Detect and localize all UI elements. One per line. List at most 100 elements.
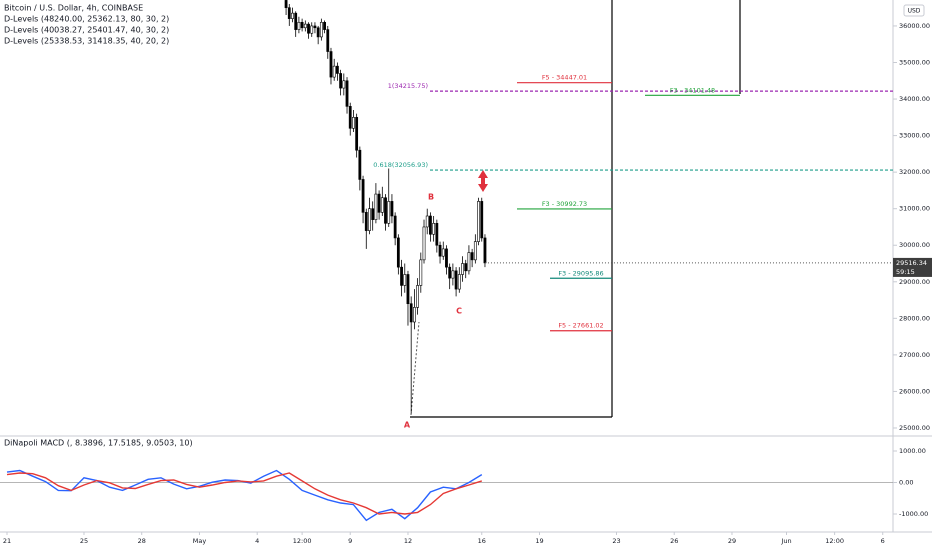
x-tick-label: 19 (535, 537, 543, 545)
candle-body (303, 23, 307, 29)
x-tick-label: 21 (3, 537, 11, 545)
x-tick-label: May (193, 537, 207, 545)
candle-body (284, 0, 288, 8)
x-tick-label: Jun (780, 537, 791, 545)
candle-body (483, 237, 487, 264)
indicator-label: D-Levels (25338.53, 31418.35, 40, 20, 2) (4, 37, 169, 46)
candle-body (400, 266, 403, 286)
candle-body (454, 270, 458, 290)
candle-body (451, 270, 455, 279)
level-label: F5 - 34447.01 (542, 74, 587, 82)
x-tick-label: 12:00 (293, 537, 312, 545)
swing-line (410, 321, 420, 416)
y-tick-label: 25000.00 (899, 424, 930, 432)
candle-body (377, 193, 381, 213)
macd-y-tick-label: 1000.00 (899, 447, 926, 455)
y-tick-label: 36000.00 (899, 22, 930, 30)
candle-body (432, 223, 436, 235)
candle-body (339, 73, 343, 89)
candle-body (342, 80, 346, 89)
candle-body (438, 244, 442, 257)
level-label: F5 - 27661.02 (558, 322, 603, 330)
y-tick-label: 28000.00 (899, 314, 930, 322)
x-tick-label: 26 (670, 537, 678, 545)
swing-label: C (456, 307, 462, 316)
candle-body (294, 12, 298, 30)
last-price-box (893, 257, 932, 277)
candle-body (461, 263, 464, 275)
x-tick-label: 12:00 (825, 537, 844, 545)
candle-body (300, 21, 304, 29)
candle-body (412, 307, 416, 323)
candle-body (425, 215, 429, 228)
candle-body (291, 12, 294, 19)
x-tick-label: 6 (881, 537, 885, 545)
candle-body (409, 303, 413, 323)
candle-body (323, 21, 326, 30)
x-tick-label: 12 (404, 537, 412, 545)
candle-body (419, 259, 423, 286)
candle-body (352, 117, 355, 129)
candle-body (336, 65, 339, 74)
x-tick-label: 29 (728, 537, 736, 545)
candle-body (422, 226, 426, 261)
chart-title: Bitcoin / U.S. Dollar, 4h, COINBASE (4, 4, 143, 13)
x-tick-label: 25 (80, 537, 88, 545)
currency-box (903, 4, 925, 17)
candle-body (406, 274, 410, 305)
candle-body (371, 208, 375, 220)
countdown: 59:15 (896, 268, 915, 276)
candle-body (307, 23, 310, 34)
candle-body (355, 117, 359, 151)
y-tick-label: 26000.00 (899, 387, 930, 395)
y-tick-label: 27000.00 (899, 351, 930, 359)
indicator-label: D-Levels (40038.27, 25401.47, 40, 30, 2) (4, 26, 169, 35)
candle-body (332, 65, 336, 78)
candle-body (435, 223, 439, 246)
candle-body (470, 252, 474, 261)
macd-y-tick-label: -1000.00 (899, 510, 928, 518)
candle-body (403, 274, 407, 286)
candle-body (464, 263, 468, 272)
candle-body (380, 197, 384, 213)
candle-body (445, 248, 448, 268)
candle-body (345, 80, 349, 107)
candle-body (393, 215, 397, 239)
candle-body (287, 7, 291, 19)
level-label: 1(34215.75) (388, 82, 428, 90)
y-tick-label: 30000.00 (899, 241, 930, 249)
candle-body (467, 252, 471, 272)
indicator-label: D-Levels (48240.00, 25362.13, 80, 30, 2) (4, 15, 169, 24)
candle-body (358, 149, 362, 180)
swing-label: A (404, 421, 411, 430)
y-tick-label: 34000.00 (899, 95, 930, 103)
candle-body (416, 285, 419, 308)
y-tick-label: 33000.00 (899, 132, 930, 140)
candle-body (390, 201, 394, 217)
swing-label: B (428, 193, 434, 202)
candle-body (316, 27, 320, 38)
candle-body (361, 179, 365, 213)
currency: USD (908, 8, 921, 15)
candle-body (448, 266, 452, 279)
candle-body (310, 25, 314, 34)
level-label: F3 - 29095.86 (558, 269, 603, 277)
y-tick-label: 32000.00 (899, 168, 930, 176)
candle-body (441, 248, 445, 257)
macd-y-tick-label: 0.00 (899, 478, 913, 486)
macd-title: DiNapoli MACD (, 8.3896, 17.5185, 9.0503… (4, 439, 193, 448)
macd-line (6, 472, 483, 515)
candle-body (429, 215, 432, 235)
candle-body (396, 237, 400, 268)
candle-body (480, 201, 484, 239)
candle-body (384, 197, 387, 224)
x-tick-label: 4 (255, 537, 259, 545)
x-tick-label: 16 (478, 537, 486, 545)
y-tick-label: 31000.00 (899, 205, 930, 213)
x-tick-label: 23 (612, 537, 620, 545)
candle-body (348, 106, 352, 129)
y-tick-label: 35000.00 (899, 58, 930, 66)
level-label: F3 - 34101.48 (670, 86, 715, 94)
candle-body (364, 212, 368, 231)
